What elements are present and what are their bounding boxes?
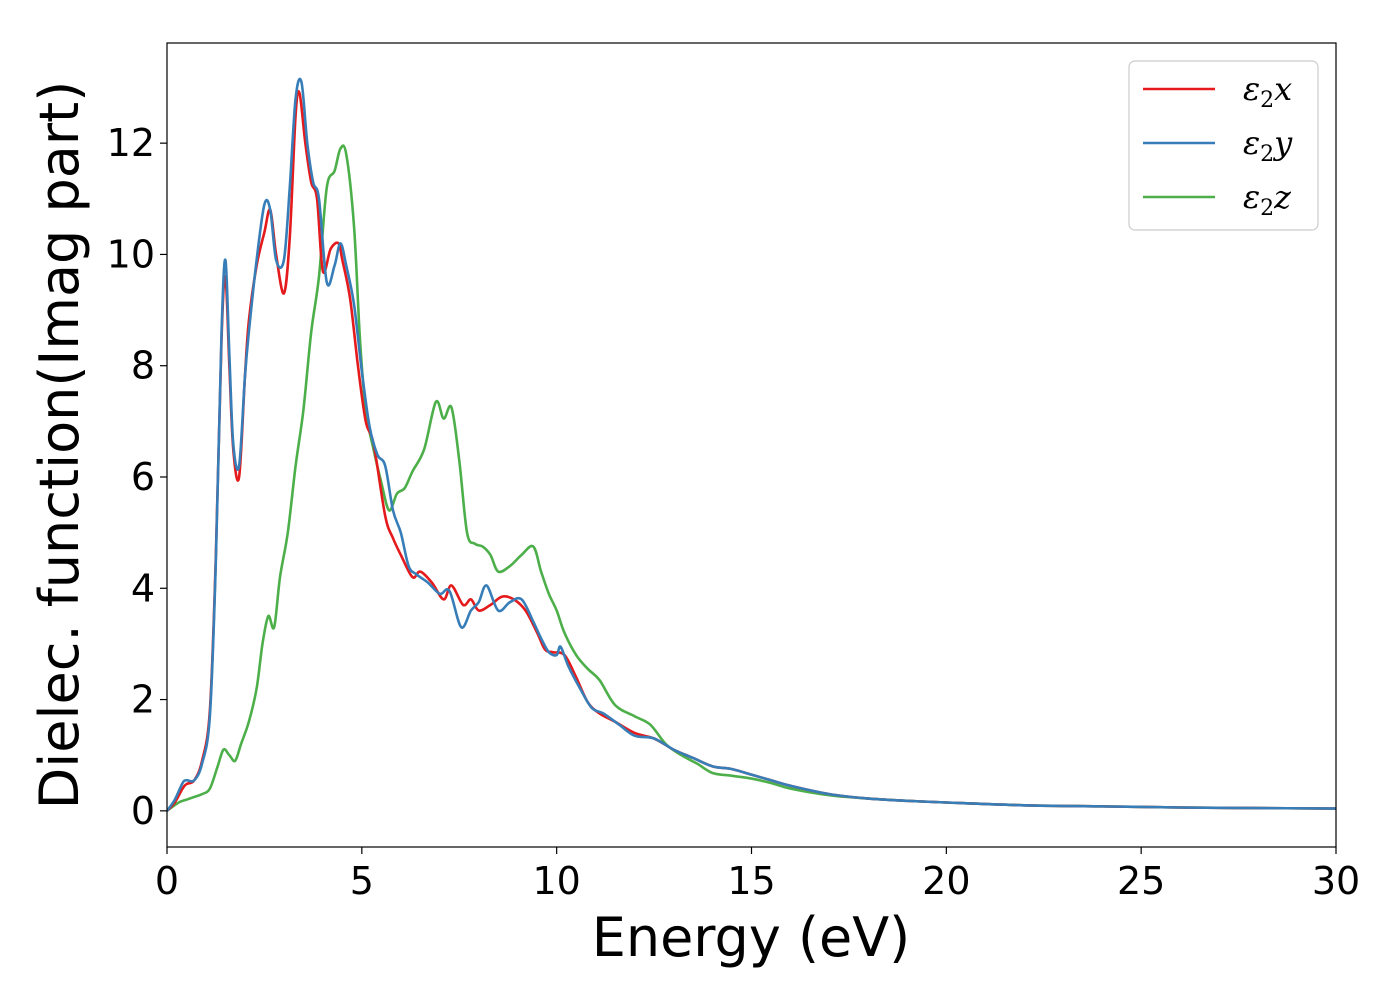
y-axis-ticks: 0 2 4 6 8 10 12 — [107, 121, 167, 833]
legend-label-x: ε2x — [1243, 70, 1292, 113]
x-tick-label: 5 — [350, 859, 374, 903]
legend-label-z: ε2z — [1243, 178, 1292, 221]
y-tick-label: 12 — [107, 121, 155, 165]
x-tick-label: 30 — [1312, 859, 1360, 903]
y-tick-label: 6 — [131, 455, 155, 499]
series-line-z — [167, 144, 1336, 813]
legend-label-y: ε2y — [1243, 124, 1293, 167]
y-tick-label: 2 — [131, 678, 155, 722]
y-tick-label: 0 — [131, 789, 155, 833]
x-tick-label: 0 — [155, 859, 179, 903]
x-tick-label: 20 — [922, 859, 970, 903]
y-tick-label: 8 — [131, 344, 155, 388]
legend: ε2x ε2y ε2z — [1128, 60, 1319, 231]
series-line-y — [167, 77, 1336, 813]
series-layer — [167, 77, 1336, 813]
legend-box — [1128, 60, 1319, 231]
y-tick-label: 10 — [107, 232, 155, 276]
x-tick-label: 15 — [727, 859, 775, 903]
legend-entries: ε2x ε2y ε2z — [1143, 70, 1293, 221]
x-tick-label: 25 — [1117, 859, 1165, 903]
y-tick-label: 4 — [131, 566, 155, 610]
x-tick-label: 10 — [532, 859, 580, 903]
y-axis-label: Dielec. function(Imag part) — [28, 81, 91, 810]
x-axis-label: Energy (eV) — [592, 906, 911, 969]
x-axis-ticks: 0 5 10 15 20 25 30 — [155, 847, 1360, 903]
